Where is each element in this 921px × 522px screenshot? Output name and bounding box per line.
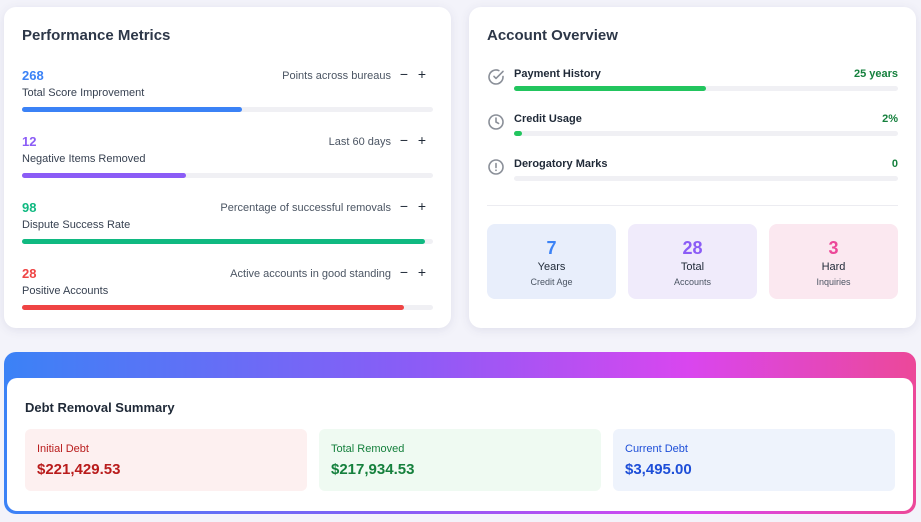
stat-unit: Hard: [821, 261, 846, 273]
progress-fill: [22, 173, 187, 178]
increment-button[interactable]: +: [417, 132, 427, 148]
row-payment-history: Payment History 25 years: [487, 68, 898, 104]
metric-value: 28: [22, 266, 37, 281]
metric-value: 268: [22, 68, 44, 83]
stat-number: 7: [546, 238, 557, 258]
progress-fill: [22, 305, 405, 310]
decrement-button[interactable]: −: [399, 132, 409, 148]
debt-label: Initial Debt: [37, 443, 89, 455]
decrement-button[interactable]: −: [399, 264, 409, 280]
metric-label: Total Score Improvement: [22, 87, 145, 99]
metric-label: Dispute Success Rate: [22, 219, 131, 231]
performance-metrics-title: Performance Metrics: [22, 27, 171, 44]
stat-credit-age: 7 Years Credit Age: [487, 224, 616, 299]
debt-amount: $217,934.53: [331, 461, 415, 478]
metric-description: Last 60 days: [328, 136, 391, 148]
clock-icon: [488, 114, 504, 130]
row-label: Payment History: [514, 68, 601, 80]
metric-label: Negative Items Removed: [22, 153, 146, 165]
metric-positive-accounts: 28 Positive Accounts Active accounts in …: [22, 264, 433, 316]
stat-caption: Inquiries: [816, 277, 851, 287]
metric-negative-items-removed: 12 Negative Items Removed Last 60 days −…: [22, 132, 433, 184]
account-overview-title: Account Overview: [487, 27, 618, 44]
check-circle-icon: [488, 69, 504, 85]
increment-button[interactable]: +: [417, 66, 427, 82]
debt-label: Total Removed: [331, 443, 405, 455]
stat-number: 3: [828, 238, 839, 258]
progress-fill: [514, 86, 706, 91]
stat-hard-inquiries: 3 Hard Inquiries: [769, 224, 898, 299]
total-removed-box: Total Removed $217,934.53: [319, 429, 601, 491]
metric-description: Points across bureaus: [282, 70, 391, 82]
progress-fill: [22, 239, 425, 244]
alert-circle-icon: [488, 159, 504, 175]
progress-fill: [22, 107, 242, 112]
account-overview-card: Account Overview Payment History 25 year…: [469, 7, 916, 328]
progress-track: [22, 305, 433, 310]
row-value: 2%: [882, 113, 898, 125]
debt-amount: $3,495.00: [625, 461, 692, 478]
row-label: Derogatory Marks: [514, 158, 608, 170]
metric-description: Percentage of successful removals: [220, 202, 391, 214]
debt-amount: $221,429.53: [37, 461, 121, 478]
progress-track: [22, 107, 433, 112]
decrement-button[interactable]: −: [399, 66, 409, 82]
row-derogatory-marks: Derogatory Marks 0: [487, 158, 898, 194]
progress-track: [22, 239, 433, 244]
progress-track: [22, 173, 433, 178]
stat-caption: Accounts: [673, 277, 712, 287]
progress-track: [514, 86, 898, 91]
stat-total-accounts: 28 Total Accounts: [628, 224, 757, 299]
section-divider: [487, 205, 898, 206]
stat-number: 28: [682, 238, 703, 258]
metric-dispute-success-rate: 98 Dispute Success Rate Percentage of su…: [22, 198, 433, 250]
progress-track: [514, 131, 898, 136]
row-credit-usage: Credit Usage 2%: [487, 113, 898, 149]
progress-track: [514, 176, 898, 181]
stat-caption: Credit Age: [530, 277, 573, 287]
metric-value: 12: [22, 134, 37, 149]
metric-label: Positive Accounts: [22, 285, 109, 297]
progress-fill: [514, 131, 522, 136]
debt-summary-content: Debt Removal Summary Initial Debt $221,4…: [7, 378, 913, 511]
decrement-button[interactable]: −: [399, 198, 409, 214]
debt-removal-summary-card: Debt Removal Summary Initial Debt $221,4…: [4, 352, 916, 514]
debt-label: Current Debt: [625, 443, 688, 455]
row-value: 25 years: [853, 68, 898, 80]
increment-button[interactable]: +: [417, 198, 427, 214]
row-label: Credit Usage: [514, 113, 582, 125]
initial-debt-box: Initial Debt $221,429.53: [25, 429, 307, 491]
stat-unit: Years: [537, 261, 566, 273]
metric-description: Active accounts in good standing: [230, 268, 391, 280]
stat-unit: Total: [680, 261, 705, 273]
row-value: 0: [891, 158, 898, 170]
metric-value: 98: [22, 200, 37, 215]
debt-summary-title: Debt Removal Summary: [25, 400, 175, 415]
current-debt-box: Current Debt $3,495.00: [613, 429, 895, 491]
metric-total-score-improvement: 268 Total Score Improvement Points acros…: [22, 66, 433, 118]
increment-button[interactable]: +: [417, 264, 427, 280]
performance-metrics-card: Performance Metrics 268 Total Score Impr…: [4, 7, 451, 328]
